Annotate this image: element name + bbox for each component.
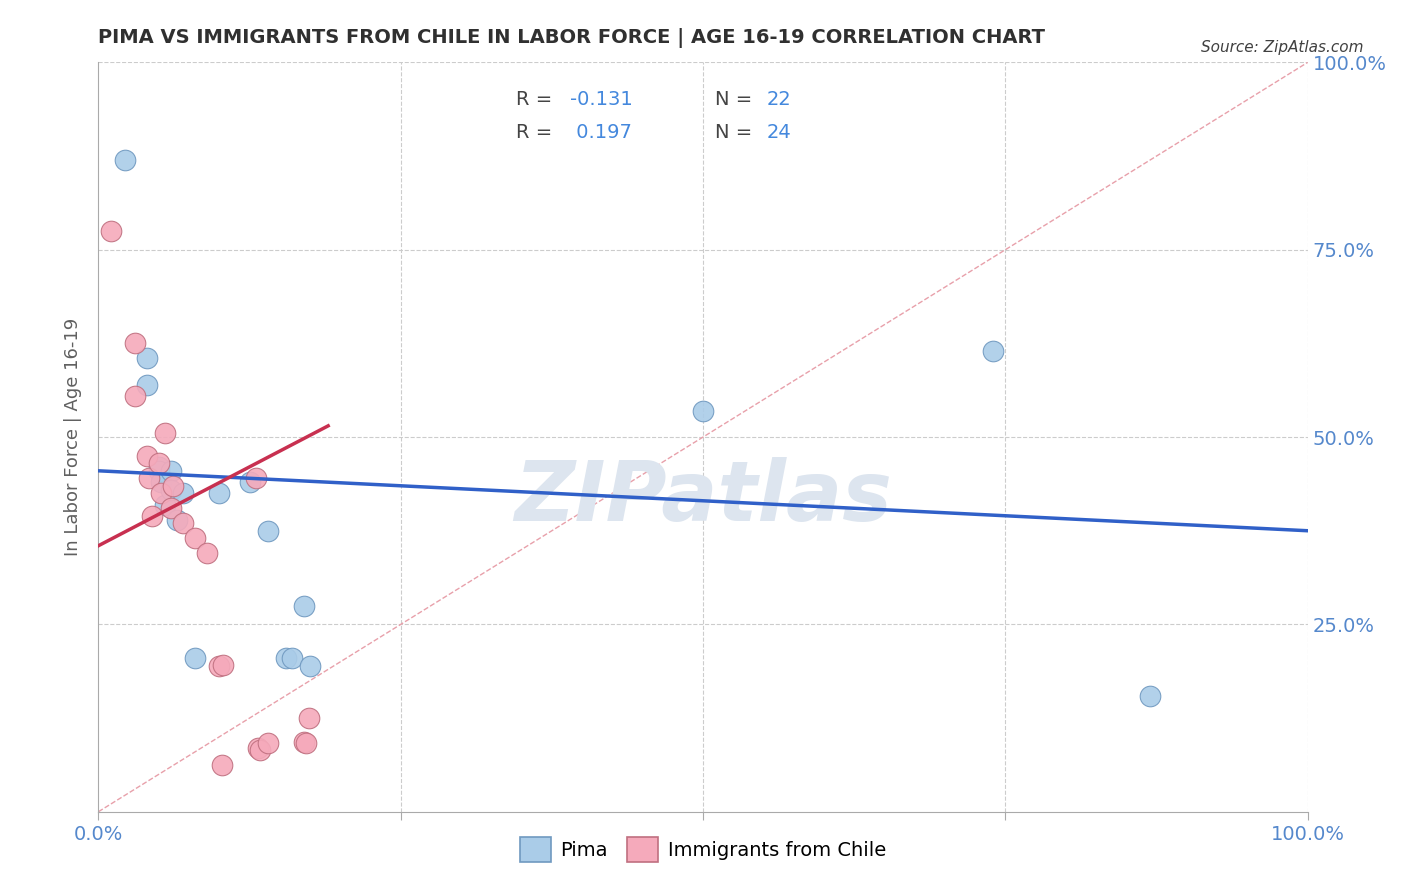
Point (135, 449, 157, 463)
Point (211, 758, 233, 772)
Point (150, 486, 173, 500)
Text: 24: 24 (768, 123, 792, 143)
Text: R =: R = (516, 90, 558, 109)
Point (245, 471, 267, 485)
Point (692, 404, 714, 418)
Point (184, 531, 207, 545)
Point (148, 460, 170, 475)
Point (153, 426, 176, 441)
Point (172, 516, 194, 531)
Point (135, 377, 157, 392)
Point (141, 508, 163, 523)
Text: PIMA VS IMMIGRANTS FROM CHILE IN LABOR FORCE | AGE 16-19 CORRELATION CHART: PIMA VS IMMIGRANTS FROM CHILE IN LABOR F… (98, 28, 1046, 48)
Point (153, 498, 176, 512)
Point (172, 486, 194, 500)
Point (256, 524, 278, 538)
Point (281, 651, 304, 665)
Text: 22: 22 (768, 90, 792, 109)
Text: N =: N = (716, 123, 759, 143)
Point (184, 651, 207, 665)
Point (195, 546, 218, 560)
Text: N =: N = (716, 90, 759, 109)
Point (166, 512, 188, 526)
Text: ZIPatlas: ZIPatlas (515, 457, 891, 538)
Point (247, 741, 270, 756)
Point (299, 658, 322, 673)
Point (138, 471, 160, 485)
Y-axis label: In Labor Force | Age 16-19: In Labor Force | Age 16-19 (65, 318, 83, 557)
Point (981, 343, 1004, 358)
Point (298, 711, 321, 725)
Point (135, 351, 157, 366)
Point (292, 735, 315, 749)
Text: -0.131: -0.131 (569, 90, 633, 109)
Point (148, 464, 170, 478)
Point (160, 464, 183, 478)
Point (1139, 689, 1161, 703)
Point (292, 599, 315, 613)
Point (162, 479, 184, 493)
Point (124, 336, 146, 351)
Point (150, 475, 173, 489)
Text: R =: R = (516, 123, 558, 143)
Point (160, 483, 183, 497)
Point (208, 486, 231, 500)
Text: 0.197: 0.197 (569, 123, 631, 143)
Legend: Pima, Immigrants from Chile: Pima, Immigrants from Chile (512, 829, 894, 870)
Point (160, 501, 183, 516)
Point (124, 389, 146, 403)
Point (114, 153, 136, 167)
Point (239, 475, 262, 489)
Point (274, 651, 297, 665)
Point (212, 657, 235, 672)
Point (295, 736, 318, 750)
Point (249, 743, 271, 757)
Point (100, 224, 122, 238)
Text: Source: ZipAtlas.com: Source: ZipAtlas.com (1201, 40, 1364, 55)
Point (256, 736, 278, 750)
Point (148, 456, 170, 470)
Point (208, 658, 231, 673)
